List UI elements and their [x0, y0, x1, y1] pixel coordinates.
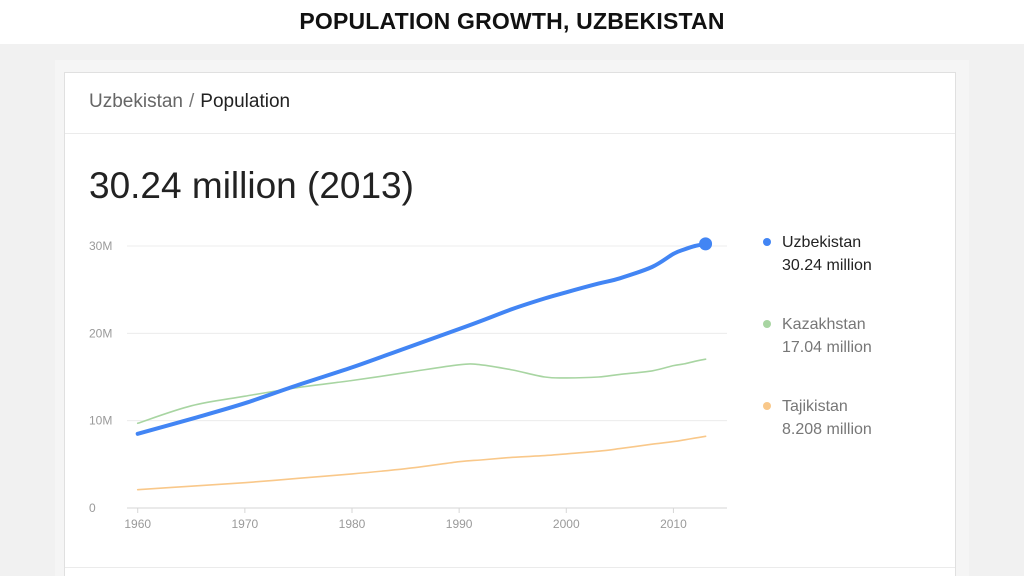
breadcrumb-root-link[interactable]: Uzbekistan — [89, 91, 183, 112]
chart-grid — [127, 245, 727, 509]
legend-value-tajikistan: 8.208 million — [782, 421, 872, 438]
series-line-uzbekistan — [135, 241, 708, 436]
legend-value-kazakhstan: 17.04 million — [782, 339, 872, 356]
x-tick-label: 1960 — [124, 517, 151, 531]
breadcrumb-separator: / — [189, 91, 195, 112]
breadcrumb: Uzbekistan / Population — [89, 91, 290, 113]
x-tick-label: 1970 — [232, 517, 259, 531]
chart-axes: 0 10M 20M 30M 1960 1970 1980 1990 2000 2010 — [89, 239, 687, 531]
y-tick-label: 0 — [89, 501, 96, 515]
legend-name-kazakhstan: Kazakhstan — [782, 316, 866, 333]
x-tick-label: 2000 — [553, 517, 580, 531]
x-tick-label: 1980 — [339, 517, 366, 531]
y-tick-label: 30M — [89, 239, 112, 253]
series-end-marker-uzbekistan — [699, 237, 713, 251]
chart-series — [135, 237, 713, 491]
legend-dot-kazakhstan — [763, 320, 771, 328]
y-tick-label: 10M — [89, 414, 112, 428]
legend-value-uzbekistan: 30.24 million — [782, 257, 872, 274]
chart-legend: Uzbekistan 30.24 million Kazakhstan 17.04 m… — [763, 234, 872, 438]
legend-name-tajikistan: Tajikistan — [782, 398, 848, 415]
x-tick-label: 1990 — [446, 517, 473, 531]
population-card: Uzbekistan / Population 30.24 million (201… — [64, 72, 956, 576]
series-line-kazakhstan — [136, 358, 707, 425]
breadcrumb-current: Population — [200, 91, 291, 112]
population-line-chart: 0 10M 20M 30M 1960 1970 1980 1990 2000 2010 Uzbek… — [89, 234, 872, 531]
headline-value: 30.24 million (2013) — [89, 165, 414, 206]
slide-title: POPULATION GROWTH, UZBEKISTAN — [299, 8, 725, 34]
card-header-divider — [65, 133, 955, 134]
legend-name-uzbekistan: Uzbekistan — [782, 234, 861, 251]
legend-dot-tajikistan — [763, 402, 771, 410]
card-footer-divider — [65, 567, 955, 568]
y-tick-label: 20M — [89, 326, 112, 340]
x-tick-label: 2010 — [660, 517, 687, 531]
series-line-tajikistan — [136, 435, 707, 491]
legend-dot-uzbekistan — [763, 238, 771, 246]
